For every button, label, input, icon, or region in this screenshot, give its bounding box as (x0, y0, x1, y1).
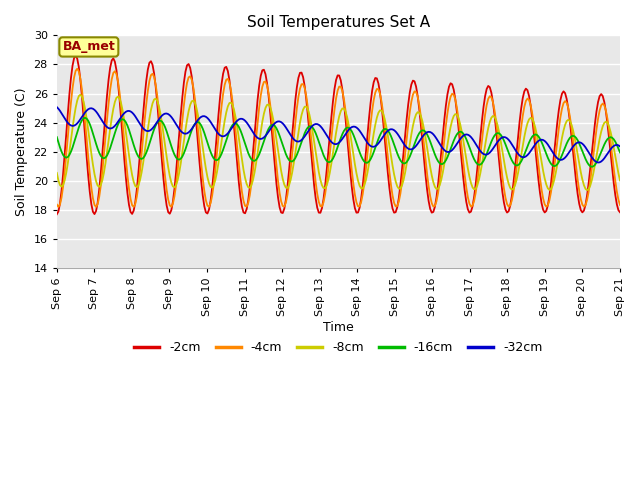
Y-axis label: Soil Temperature (C): Soil Temperature (C) (15, 87, 28, 216)
Legend: -2cm, -4cm, -8cm, -16cm, -32cm: -2cm, -4cm, -8cm, -16cm, -32cm (129, 336, 548, 360)
X-axis label: Time: Time (323, 321, 354, 334)
Text: BA_met: BA_met (63, 40, 115, 53)
Title: Soil Temperatures Set A: Soil Temperatures Set A (247, 15, 430, 30)
